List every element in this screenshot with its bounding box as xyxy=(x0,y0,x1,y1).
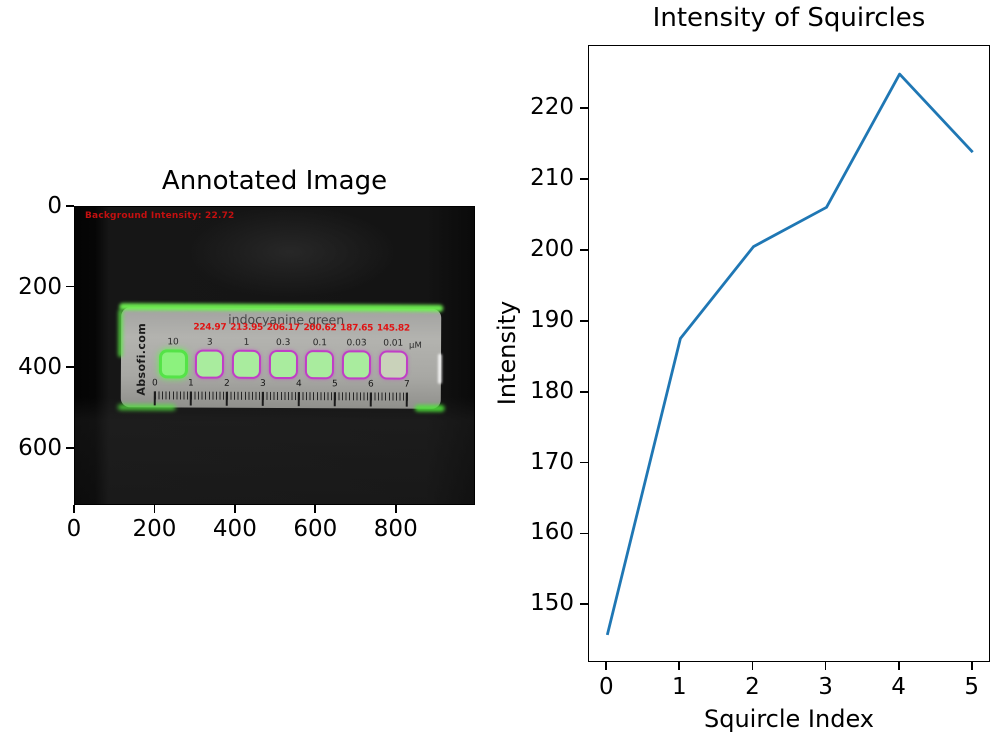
image-x-tick-label: 0 xyxy=(66,516,82,542)
strip-specular-highlight xyxy=(437,353,443,384)
ruler-number: 2 xyxy=(223,378,230,389)
concentration-label: 3 xyxy=(206,337,213,348)
image-x-tick-label: 800 xyxy=(373,516,418,542)
squircle xyxy=(341,350,372,380)
x-tick-mark xyxy=(751,662,754,670)
x-axis-label: Squircle Index xyxy=(703,705,874,733)
ruler-major-tick xyxy=(369,392,372,407)
x-tick-mark xyxy=(824,662,827,670)
image-y-tick-mark xyxy=(66,366,74,369)
ruler-major-tick xyxy=(189,391,192,406)
squircle xyxy=(305,350,335,380)
y-tick-mark xyxy=(580,461,588,464)
image-y-tick-label: 400 xyxy=(18,354,62,381)
image-y-tick-label: 200 xyxy=(18,273,62,300)
left-plot-title: Annotated Image xyxy=(161,166,388,196)
y-tick-label: 210 xyxy=(530,165,574,192)
image-x-tick-label: 600 xyxy=(293,516,338,542)
ruler-number: 1 xyxy=(187,378,194,389)
squircle xyxy=(268,349,298,380)
background-intensity-annotation: Background Intensity: 22.72 xyxy=(85,211,235,221)
x-tick-label: 4 xyxy=(891,674,906,700)
ruler-number: 3 xyxy=(259,378,266,389)
concentration-label: 0.3 xyxy=(275,337,291,349)
ruler-number: 7 xyxy=(403,379,410,390)
image-x-tick-mark xyxy=(153,505,156,513)
y-tick-label: 180 xyxy=(530,377,574,404)
image-x-tick-label: 400 xyxy=(212,516,257,542)
y-tick-label: 190 xyxy=(530,306,574,333)
y-tick-label: 170 xyxy=(530,448,574,475)
image-y-tick-mark xyxy=(66,285,74,288)
image-x-tick-mark xyxy=(73,505,75,513)
image-y-tick-label: 600 xyxy=(18,434,62,461)
squircle-intensity-value: 145.82 xyxy=(376,323,410,334)
ruler-major-tick xyxy=(225,391,228,406)
y-tick-mark xyxy=(580,319,588,322)
x-tick-label: 1 xyxy=(672,674,687,700)
y-tick-mark xyxy=(580,178,588,181)
y-tick-label: 160 xyxy=(530,519,574,546)
squircle xyxy=(378,350,408,380)
x-tick-label: 2 xyxy=(745,674,760,700)
y-tick-mark xyxy=(580,603,588,606)
concentration-label: 0.1 xyxy=(312,338,328,349)
strip-glow-bottom-left xyxy=(117,404,176,411)
annotated-image-axes: Background Intensity: 22.72 Absofi.com i… xyxy=(74,206,475,505)
y-tick-mark xyxy=(580,249,588,251)
x-tick-mark xyxy=(678,662,681,670)
ruler-major-tick xyxy=(153,391,156,406)
y-tick-label: 200 xyxy=(530,236,574,262)
right-plot-title: Intensity of Squircles xyxy=(652,3,926,33)
image-y-tick-mark xyxy=(66,446,74,449)
concentration-label: 0.03 xyxy=(346,338,367,349)
squircle xyxy=(158,349,188,379)
concentration-label: 1 xyxy=(243,337,250,348)
y-tick-mark xyxy=(580,390,588,393)
squircle xyxy=(231,349,261,379)
x-tick-label: 5 xyxy=(964,674,980,700)
ruler-major-tick xyxy=(261,391,264,406)
x-tick-label: 3 xyxy=(818,674,833,700)
y-tick-label: 150 xyxy=(530,590,574,617)
ruler-number: 6 xyxy=(367,379,374,390)
ruler-major-tick xyxy=(333,392,336,407)
x-tick-mark xyxy=(970,662,973,670)
image-y-tick-mark xyxy=(66,205,74,207)
ruler-number: 0 xyxy=(151,378,158,389)
strip-glow-bottom-right xyxy=(414,404,445,412)
squircle xyxy=(195,349,225,379)
y-tick-mark xyxy=(580,532,588,535)
image-x-tick-mark xyxy=(314,505,317,513)
intensity-chart-axes xyxy=(588,45,990,662)
ruler-number: 4 xyxy=(295,379,302,390)
concentration-label: 10 xyxy=(167,337,179,348)
concentration-label: 0.01 xyxy=(383,338,404,349)
x-tick-mark xyxy=(897,662,900,670)
ruler-major-tick xyxy=(405,392,408,407)
test-strip: Absofi.com indocyanine green μM 10 224.97… xyxy=(117,303,445,412)
ruler-major-tick xyxy=(297,392,300,407)
strip-glow-left xyxy=(118,309,124,358)
x-tick-label: 0 xyxy=(598,674,614,700)
intensity-line-series xyxy=(605,72,974,636)
image-x-tick-mark xyxy=(233,505,236,513)
image-x-tick-mark xyxy=(394,505,397,513)
y-tick-mark xyxy=(580,107,588,110)
intensity-line-svg xyxy=(605,72,974,636)
ruler-number: 5 xyxy=(331,379,338,390)
x-tick-mark xyxy=(605,662,608,670)
image-y-tick-label: 0 xyxy=(47,193,62,219)
y-tick-label: 220 xyxy=(530,94,574,121)
image-x-tick-label: 200 xyxy=(132,516,177,542)
